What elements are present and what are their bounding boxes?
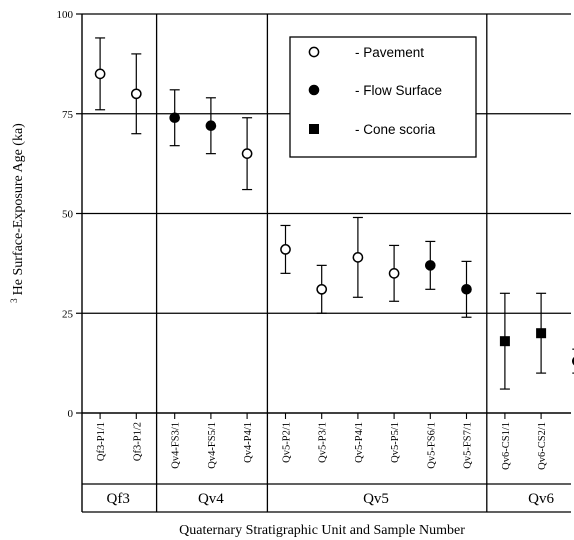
y-tick-label-75: 75 <box>62 109 74 121</box>
x-tick-label: Qv5-P2/1 <box>282 422 293 463</box>
group-label-qv6: Qv6 <box>528 491 554 507</box>
plot-frame <box>81 13 571 513</box>
legend: - Pavement - Flow Surface - Cone scoria <box>289 36 477 158</box>
y-axis-title-superscript: 3 <box>9 298 19 303</box>
x-axis-sample-labels: Qf3-P1/1 Qf3-P1/2 Qv4-FS3/1 Qv4-FS5/1 Qv4-P4… <box>96 413 574 470</box>
pavement-point <box>280 244 291 255</box>
y-tick-label-50: 50 <box>62 209 74 221</box>
y-tick-label-0: 0 <box>68 408 74 420</box>
x-tick-label: Qv5-FS6/1 <box>426 422 437 469</box>
legend-marker-open-circle <box>308 46 320 58</box>
x-tick-label: Qv4-FS3/1 <box>171 422 182 469</box>
x-tick-label: Qv5-P5/1 <box>390 422 401 463</box>
pavement-point <box>352 252 364 263</box>
y-axis-title-text: He Surface-Exposure Age (ka) <box>11 123 26 296</box>
group-label-qv4: Qv4 <box>198 491 224 507</box>
y-tick-label-100: 100 <box>57 9 74 21</box>
legend-label: - Cone scoria <box>355 122 436 137</box>
x-tick-label: Qv4-FS5/1 <box>207 422 218 469</box>
flow-surface-point <box>205 120 217 132</box>
y-axis-ticks: 0 25 50 75 100 <box>57 9 82 420</box>
flow-surface-point <box>169 112 180 124</box>
x-tick-label: Qf3-P1/2 <box>132 422 143 461</box>
x-tick-label: Qv4-P4/1 <box>243 422 254 463</box>
pavement-point <box>316 283 328 295</box>
pavement-point <box>388 268 400 279</box>
group-label-qf3: Qf3 <box>107 491 130 507</box>
cone-scoria-point <box>536 328 547 339</box>
pavement-point <box>130 88 142 100</box>
flow-surface-point <box>425 260 436 271</box>
x-tick-label: Qv6-CS2/1 <box>537 422 548 470</box>
y-axis-title: 3 He Surface-Exposure Age (ka) <box>9 123 26 303</box>
x-tick-label: Qv5-P3/1 <box>318 422 329 463</box>
legend-label: - Pavement <box>355 45 424 60</box>
legend-marker-filled-circle <box>308 84 320 96</box>
x-tick-label: Qf3-P1/1 <box>96 422 107 461</box>
data-points <box>94 37 574 390</box>
x-tick-label: Qv6-CS1/1 <box>501 422 512 470</box>
x-tick-label: Qv5-P4/1 <box>354 422 365 463</box>
y-tick-label-25: 25 <box>62 308 74 320</box>
x-tick-label: Qv5-FS7/1 <box>463 422 474 469</box>
legend-marker-filled-square <box>309 124 319 134</box>
pavement-point <box>94 68 106 80</box>
cone-scoria-point <box>499 336 510 347</box>
group-label-qv5: Qv5 <box>363 491 389 507</box>
unit-group-labels: Qf3 Qv4 Qv5 Qv6 <box>107 491 555 507</box>
pavement-point <box>241 148 253 159</box>
x-axis-title: Quaternary Stratigraphic Unit and Sample… <box>179 523 465 538</box>
legend-label: - Flow Surface <box>355 83 442 98</box>
legend-box <box>289 36 477 158</box>
flow-surface-point <box>461 284 472 295</box>
